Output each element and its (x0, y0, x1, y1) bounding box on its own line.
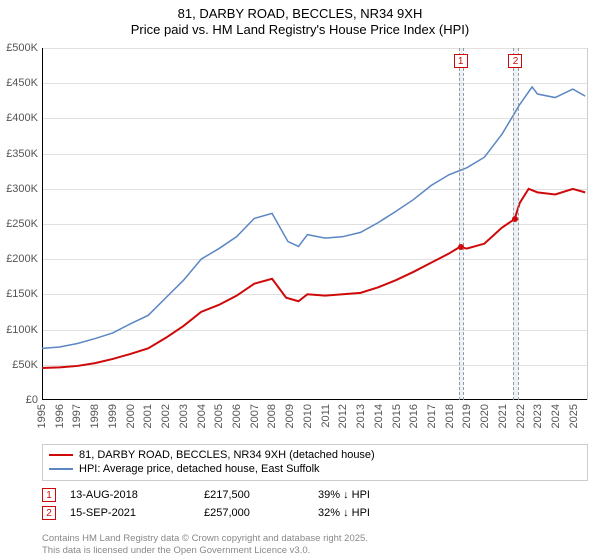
x-tick-label: 2025 (568, 404, 580, 428)
transactions-table: 1 13-AUG-2018 £217,500 39% ↓ HPI 2 15-SEP-202… (42, 486, 588, 522)
x-tick-label: 1996 (54, 404, 66, 428)
legend-label: 81, DARBY ROAD, BECCLES, NR34 9XH (detac… (79, 448, 375, 462)
marker-line (459, 48, 460, 400)
x-tick-label: 2005 (213, 404, 225, 428)
x-tick-label: 1999 (107, 404, 119, 428)
transaction-badge: 1 (42, 488, 56, 502)
title-address: 81, DARBY ROAD, BECCLES, NR34 9XH (0, 6, 600, 22)
x-tick-label: 2006 (231, 404, 243, 428)
x-tick-label: 2011 (320, 404, 332, 428)
title-subtitle: Price paid vs. HM Land Registry's House … (0, 22, 600, 38)
x-tick-label: 2004 (196, 404, 208, 428)
plot-area: 12 (42, 48, 588, 400)
marker-badge: 2 (508, 54, 522, 68)
x-tick-label: 1995 (36, 404, 48, 428)
transaction-row: 2 15-SEP-2021 £257,000 32% ↓ HPI (42, 504, 588, 522)
x-tick-label: 2007 (249, 404, 261, 428)
x-tick-label: 2020 (479, 404, 491, 428)
x-tick-label: 2003 (178, 404, 190, 428)
y-tick-label: £450K (0, 77, 38, 89)
transaction-delta: 32% ↓ HPI (318, 507, 370, 519)
x-tick-label: 1998 (89, 404, 101, 428)
transaction-delta: 39% ↓ HPI (318, 489, 370, 501)
x-tick-label: 2014 (373, 404, 385, 428)
marker-line (463, 48, 464, 400)
x-tick-label: 2009 (284, 404, 296, 428)
chart-container: 81, DARBY ROAD, BECCLES, NR34 9XH Price … (0, 0, 600, 560)
legend-item: 81, DARBY ROAD, BECCLES, NR34 9XH (detac… (49, 448, 581, 462)
transaction-dot (458, 244, 464, 250)
y-axis: £0£50K£100K£150K£200K£250K£300K£350K£400… (0, 48, 42, 400)
x-tick-label: 2015 (391, 404, 403, 428)
x-tick-label: 2002 (160, 404, 172, 428)
transaction-dot (512, 216, 518, 222)
y-tick-label: £250K (0, 218, 38, 230)
y-tick-label: £300K (0, 183, 38, 195)
footer-line2: This data is licensed under the Open Gov… (42, 545, 588, 556)
x-tick-label: 2016 (408, 404, 420, 428)
footer-attribution: Contains HM Land Registry data © Crown c… (42, 533, 588, 556)
y-tick-label: £0 (0, 394, 38, 406)
x-tick-label: 2024 (550, 404, 562, 428)
x-axis: 1995199619971998199920002001200220032004… (42, 400, 588, 448)
transaction-price: £257,000 (204, 507, 304, 519)
x-tick-label: 2023 (532, 404, 544, 428)
x-tick-label: 2012 (337, 404, 349, 428)
legend-item: HPI: Average price, detached house, East… (49, 462, 581, 476)
y-tick-label: £50K (0, 359, 38, 371)
x-tick-label: 2017 (426, 404, 438, 428)
y-tick-label: £200K (0, 253, 38, 265)
transaction-price: £217,500 (204, 489, 304, 501)
y-tick-label: £350K (0, 148, 38, 160)
y-tick-label: £150K (0, 288, 38, 300)
footer-line1: Contains HM Land Registry data © Crown c… (42, 533, 588, 544)
y-tick-label: £400K (0, 112, 38, 124)
marker-line (513, 48, 514, 400)
line-series-svg (42, 48, 587, 400)
x-tick-label: 2008 (266, 404, 278, 428)
x-tick-label: 2013 (355, 404, 367, 428)
x-tick-label: 2022 (515, 404, 527, 428)
x-tick-label: 1997 (71, 404, 83, 428)
legend-label: HPI: Average price, detached house, East… (79, 462, 320, 476)
legend: 81, DARBY ROAD, BECCLES, NR34 9XH (detac… (42, 444, 588, 481)
chart-title: 81, DARBY ROAD, BECCLES, NR34 9XH Price … (0, 0, 600, 39)
marker-line (518, 48, 519, 400)
x-tick-label: 2021 (497, 404, 509, 428)
x-tick-label: 2018 (444, 404, 456, 428)
transaction-row: 1 13-AUG-2018 £217,500 39% ↓ HPI (42, 486, 588, 504)
transaction-badge: 2 (42, 506, 56, 520)
legend-swatch (49, 468, 73, 470)
x-tick-label: 2001 (142, 404, 154, 428)
series-line (42, 87, 585, 348)
legend-swatch (49, 454, 73, 456)
transaction-date: 13-AUG-2018 (70, 489, 190, 501)
y-tick-label: £500K (0, 42, 38, 54)
marker-badge: 1 (454, 54, 468, 68)
x-tick-label: 2000 (125, 404, 137, 428)
x-tick-label: 2019 (461, 404, 473, 428)
series-line (42, 189, 585, 368)
y-tick-label: £100K (0, 324, 38, 336)
transaction-date: 15-SEP-2021 (70, 507, 190, 519)
x-tick-label: 2010 (302, 404, 314, 428)
